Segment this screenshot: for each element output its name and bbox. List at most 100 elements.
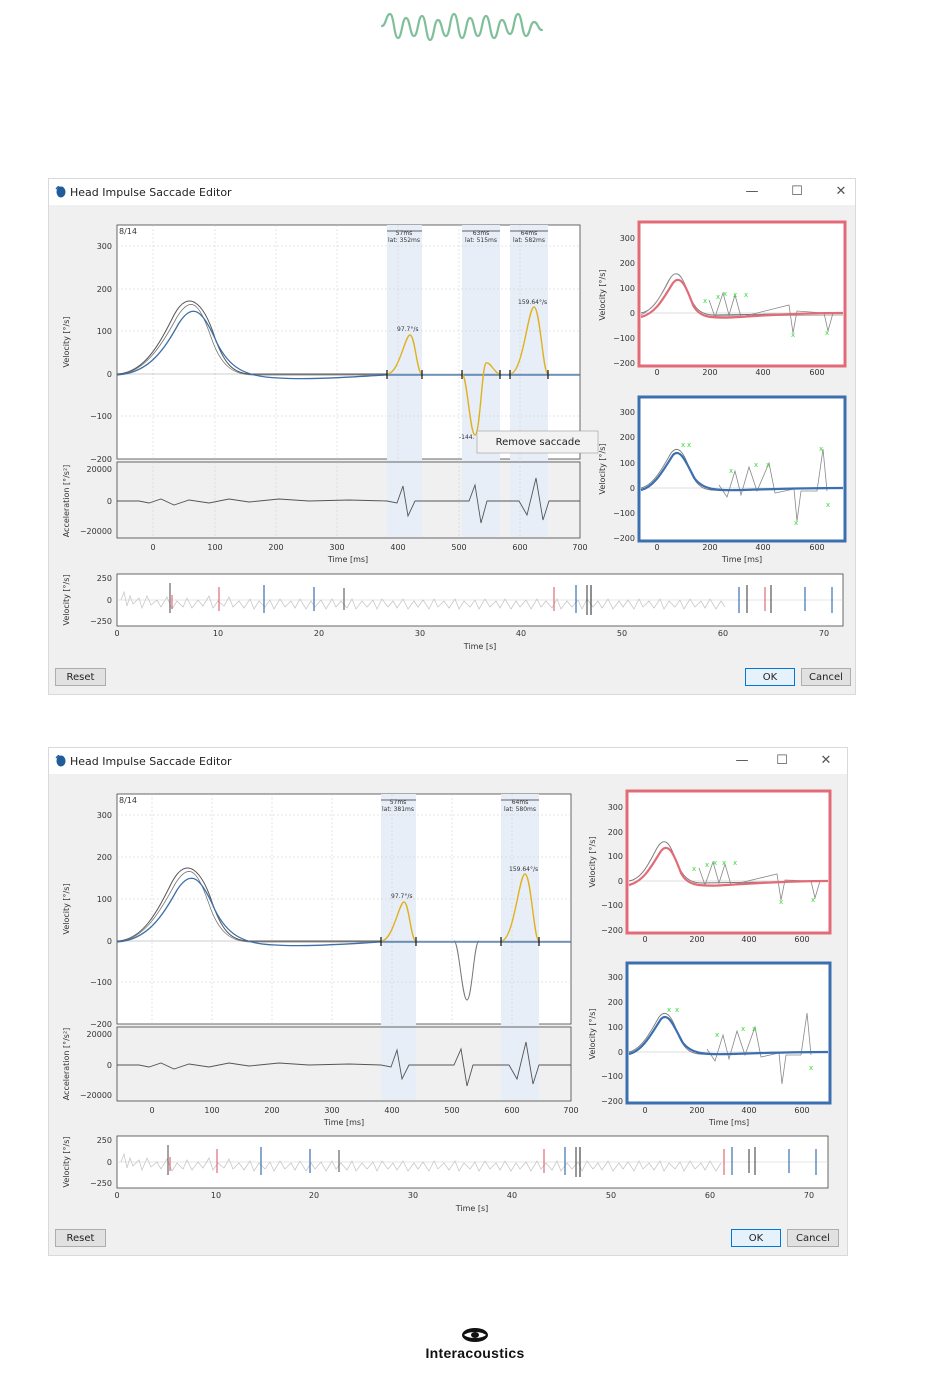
tick-label: 100: [620, 459, 635, 468]
time-ms-axis-label: Time [ms]: [323, 1118, 364, 1127]
svg-text:x: x: [692, 865, 696, 873]
maximize-button[interactable]: ☐: [776, 753, 788, 768]
removed-saccade-trace: [453, 940, 480, 1001]
remove-saccade-menu[interactable]: Remove saccade: [476, 430, 599, 454]
tick-label: 250: [97, 574, 112, 583]
tick-label: −20000: [80, 1091, 112, 1100]
saccade-1-trace[interactable]: [386, 334, 423, 375]
tick-label: 70: [804, 1191, 814, 1200]
tick-label: 0: [107, 596, 112, 605]
saccade-2-peak: -144.: [459, 434, 475, 441]
left-impulses-plot[interactable]: [637, 220, 847, 368]
cancel-button[interactable]: Cancel: [787, 1229, 839, 1247]
editor-figure: 8/14 57ms lat: 352ms 63ms lat: 515ms 64m…: [62, 220, 847, 651]
tick-label: 300: [608, 973, 623, 982]
svg-text:x: x: [729, 467, 733, 475]
left-impulses-plot[interactable]: [625, 789, 832, 935]
close-button[interactable]: ✕: [835, 184, 847, 199]
tick-label: 30: [415, 629, 425, 638]
svg-text:x: x: [703, 297, 707, 305]
left-head-trace: [628, 846, 829, 887]
saccade-regions[interactable]: [381, 794, 539, 1100]
reset-button[interactable]: Reset: [55, 1229, 106, 1247]
tick-label: 600: [809, 368, 824, 377]
svg-text:x: x: [723, 290, 727, 298]
tick-label: 100: [204, 1106, 219, 1115]
tick-label: 0: [114, 629, 119, 638]
tick-label: 200: [608, 998, 623, 1007]
tick-label: 300: [620, 408, 635, 417]
tick-label: −100: [90, 412, 112, 421]
brand-logo-icon: [462, 1328, 488, 1342]
main-velocity-plot[interactable]: [116, 793, 572, 1025]
saccade-2-trace[interactable]: [500, 873, 540, 942]
svg-text:x: x: [741, 1025, 745, 1033]
right-velocity-axis-label: Velocity [°/s]: [598, 443, 607, 494]
svg-text:x: x: [722, 859, 726, 867]
tick-label: 20000: [87, 1030, 112, 1039]
ok-button[interactable]: OK: [731, 1229, 781, 1247]
tick-label: 10: [211, 1191, 221, 1200]
saccade-regions[interactable]: [387, 225, 548, 537]
tick-label: 300: [608, 803, 623, 812]
main-velocity-plot[interactable]: [116, 224, 581, 460]
acceleration-plot[interactable]: [116, 461, 581, 539]
tick-label: 70: [819, 629, 829, 638]
tick-label: −100: [613, 509, 635, 518]
saccade-1-peak: 97.7°/s: [391, 893, 413, 900]
svg-text:x: x: [809, 1064, 813, 1072]
tick-label: 300: [329, 543, 344, 552]
acceleration-trace: [117, 477, 580, 524]
reset-button[interactable]: Reset: [55, 668, 106, 686]
remove-saccade-menu-item[interactable]: Remove saccade: [496, 437, 581, 448]
svg-text:x: x: [826, 501, 830, 509]
tick-label: 400: [755, 368, 770, 377]
tick-label: −200: [90, 1020, 112, 1029]
ok-button[interactable]: OK: [745, 668, 795, 686]
cancel-button[interactable]: Cancel: [801, 668, 851, 686]
title-bar: Head Impulse Saccade Editor — ☐ ✕: [49, 179, 855, 205]
window-title: Head Impulse Saccade Editor: [70, 186, 232, 199]
svg-text:x: x: [687, 441, 691, 449]
maximize-button[interactable]: ☐: [791, 184, 803, 199]
brand-name: Interacoustics: [425, 1345, 525, 1361]
tick-label: 300: [324, 1106, 339, 1115]
editor-content: 8/14 57ms lat: 352ms 63ms lat: 515ms 64m…: [49, 205, 855, 694]
saccade-markers: x xx x xx: [667, 1006, 813, 1072]
tick-label: 200: [97, 285, 112, 294]
tick-label: 100: [97, 327, 112, 336]
close-button[interactable]: ✕: [820, 753, 832, 768]
svg-text:x: x: [766, 461, 770, 469]
saccade-3-latency: lat: 582ms: [513, 237, 545, 244]
minimize-button[interactable]: —: [735, 753, 749, 768]
svg-text:x: x: [713, 859, 717, 867]
left-velocity-axis-label: Velocity [°/s]: [598, 269, 607, 320]
tick-label: 30: [408, 1191, 418, 1200]
tick-label: 0: [618, 877, 623, 886]
tick-label: 0: [107, 937, 112, 946]
saccade-2-trace[interactable]: [461, 362, 501, 436]
right-impulses-plot[interactable]: [637, 395, 847, 543]
right-time-axis-label: Time [ms]: [721, 555, 762, 564]
tick-label: 0: [149, 1106, 154, 1115]
tick-label: 200: [620, 433, 635, 442]
tick-label: 0: [630, 309, 635, 318]
overview-trace: [120, 1152, 722, 1172]
svg-text:x: x: [705, 861, 709, 869]
acceleration-plot[interactable]: [116, 1026, 572, 1102]
tick-label: 200: [702, 368, 717, 377]
tick-label: 400: [390, 543, 405, 552]
tick-label: 600: [504, 1106, 519, 1115]
saccade-1-trace[interactable]: [380, 901, 417, 942]
tick-label: −100: [601, 901, 623, 910]
right-impulses-plot[interactable]: [625, 961, 832, 1105]
saccade-1-latency: lat: 381ms: [382, 806, 414, 813]
tick-label: 0: [114, 1191, 119, 1200]
tick-label: 100: [620, 284, 635, 293]
minimize-button[interactable]: —: [745, 184, 759, 199]
tick-label: 600: [794, 935, 809, 944]
tick-label: 40: [516, 629, 526, 638]
saccade-3-trace[interactable]: [509, 306, 549, 375]
right-time-axis-label: Time [ms]: [708, 1118, 749, 1127]
svg-text:x: x: [779, 898, 783, 906]
